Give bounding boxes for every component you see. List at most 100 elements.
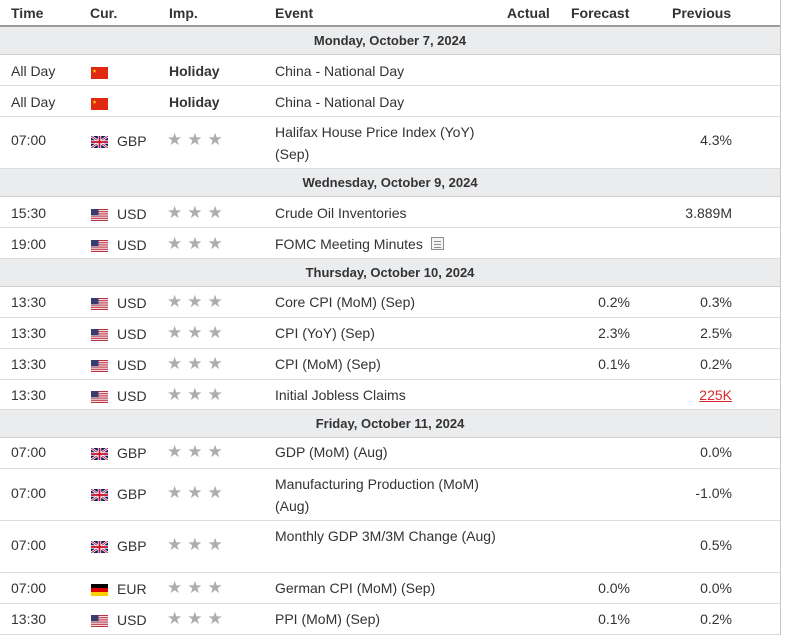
event-row[interactable]: 13:30 USD ★ ★ ★ CPI (YoY) (Sep) 2.3% 2.5% [0, 318, 780, 349]
event-name-text[interactable]: Manufacturing Production (MoM) (Aug) [275, 476, 479, 514]
star-icon: ★ [207, 385, 223, 404]
event-currency: GBP [117, 133, 147, 149]
event-name-text[interactable]: CPI (YoY) (Sep) [275, 325, 375, 341]
importance-stars: ★ ★ ★ [167, 203, 228, 223]
event-time: All Day [11, 94, 56, 110]
importance-stars: ★ ★ ★ [167, 323, 228, 343]
event-row[interactable]: 07:00 GBP ★ ★ ★ GDP (MoM) (Aug) 0.0% [0, 438, 780, 469]
event-row[interactable]: 15:30 USD ★ ★ ★ Crude Oil Inventories 3.889M [0, 197, 780, 228]
event-name[interactable]: CPI (YoY) (Sep) [275, 322, 500, 344]
event-time: 07:00 [11, 537, 47, 553]
event-name[interactable]: PPI (MoM) (Sep) [275, 608, 500, 630]
importance-stars: ★ ★ ★ [167, 354, 228, 374]
us-flag [91, 390, 108, 403]
event-name-text[interactable]: China - National Day [275, 94, 405, 110]
star-icon: ★ [167, 234, 183, 253]
event-name-text[interactable]: PPI (MoM) (Sep) [275, 611, 381, 627]
event-row[interactable]: 19:00 USD ★ ★ ★ FOMC Meeting Minutes [0, 228, 780, 259]
event-name-text[interactable]: China - National Day [275, 63, 405, 79]
event-name-text[interactable]: Initial Jobless Claims [275, 387, 406, 403]
col-previous: Previous [672, 5, 732, 21]
star-icon: ★ [187, 234, 203, 253]
event-name-text[interactable]: German CPI (MoM) (Sep) [275, 580, 436, 596]
event-row[interactable]: 13:30 USD ★ ★ ★ CPI (MoM) (Sep) 0.1% 0.2% [0, 349, 780, 380]
event-row[interactable]: 07:00 EUR ★ ★ ★ German CPI (MoM) (Sep) 0.0% 0.0… [0, 573, 780, 604]
event-name-text[interactable]: GDP (MoM) (Aug) [275, 444, 388, 460]
event-row[interactable]: 13:30 USD ★ ★ ★ PPI (MoM) (Sep) 0.1% 0.2% [0, 604, 780, 635]
event-row[interactable]: 13:30 USD ★ ★ ★ Core CPI (MoM) (Sep) 0.2% 0.3% [0, 287, 780, 318]
event-name[interactable]: Manufacturing Production (MoM) (Aug) [275, 473, 500, 517]
star-icon: ★ [187, 483, 203, 502]
event-time: All Day [11, 63, 56, 79]
col-currency: Cur. [90, 5, 118, 21]
star-icon: ★ [207, 483, 223, 502]
importance-stars: ★ ★ ★ [167, 385, 228, 405]
event-name-text[interactable]: Monthly GDP 3M/3M Change (Aug) [275, 528, 496, 544]
event-name[interactable]: Initial Jobless Claims [275, 384, 500, 406]
day-header: Friday, October 11, 2024 [0, 410, 780, 438]
star-icon: ★ [167, 483, 183, 502]
star-icon: ★ [187, 609, 203, 628]
event-name-text[interactable]: Crude Oil Inventories [275, 205, 407, 221]
us-flag [91, 297, 108, 310]
event-row[interactable]: All Day Holiday China - National Day [0, 86, 780, 117]
star-icon: ★ [207, 578, 223, 597]
event-name[interactable]: China - National Day [275, 60, 500, 82]
event-name-text[interactable]: Core CPI (MoM) (Sep) [275, 294, 416, 310]
star-icon: ★ [167, 130, 183, 149]
event-name[interactable]: CPI (MoM) (Sep) [275, 353, 500, 375]
star-icon: ★ [167, 442, 183, 461]
event-name-text[interactable]: CPI (MoM) (Sep) [275, 356, 381, 372]
event-row[interactable]: 07:00 GBP ★ ★ ★ Manufacturing Production (MoM… [0, 469, 780, 521]
event-name-text[interactable]: FOMC Meeting Minutes [275, 236, 423, 252]
event-row[interactable]: 07:00 GBP ★ ★ ★ Halifax House Price Index (Yo… [0, 117, 780, 169]
event-previous: 4.3% [700, 132, 732, 148]
event-currency: USD [117, 357, 147, 373]
importance-stars: ★ ★ ★ [167, 578, 228, 598]
event-name[interactable]: Crude Oil Inventories [275, 202, 500, 224]
importance-stars: ★ ★ ★ [167, 535, 228, 555]
day-header: Thursday, October 10, 2024 [0, 259, 780, 287]
event-time: 13:30 [11, 356, 47, 372]
event-row[interactable]: 07:00 GBP ★ ★ ★ Monthly GDP 3M/3M Change (Aug… [0, 521, 780, 573]
gb-flag [90, 135, 109, 149]
cn-flag [91, 97, 108, 110]
event-currency: GBP [117, 445, 147, 461]
event-name[interactable]: Monthly GDP 3M/3M Change (Aug) [275, 525, 500, 547]
event-forecast: 0.0% [598, 580, 630, 596]
star-icon: ★ [167, 323, 183, 342]
table-header: Time Cur. Imp. Event Actual Forecast Pre… [0, 0, 780, 27]
event-time: 13:30 [11, 294, 47, 310]
event-name[interactable]: German CPI (MoM) (Sep) [275, 577, 500, 599]
event-currency: GBP [117, 486, 147, 502]
event-row[interactable]: All Day Holiday China - National Day [0, 55, 780, 86]
day-date: Wednesday, October 9, 2024 [302, 175, 478, 190]
event-forecast: 2.3% [598, 325, 630, 341]
col-forecast: Forecast [571, 5, 630, 21]
event-name[interactable]: China - National Day [275, 91, 500, 113]
us-flag [91, 239, 108, 252]
event-time: 13:30 [11, 325, 47, 341]
event-previous[interactable]: 225K [699, 387, 732, 403]
event-currency: EUR [117, 581, 147, 597]
event-name[interactable]: FOMC Meeting Minutes [275, 233, 500, 255]
event-row[interactable]: 13:30 USD ★ ★ ★ Initial Jobless Claims 225K [0, 380, 780, 410]
holiday-label: Holiday [169, 94, 220, 110]
star-icon: ★ [207, 609, 223, 628]
star-icon: ★ [167, 354, 183, 373]
star-icon: ★ [187, 354, 203, 373]
event-name[interactable]: Core CPI (MoM) (Sep) [275, 291, 500, 313]
col-actual: Actual [507, 5, 550, 21]
document-icon[interactable] [430, 237, 444, 250]
event-previous: 0.0% [700, 580, 732, 596]
event-previous: 0.5% [700, 537, 732, 553]
star-icon: ★ [187, 535, 203, 554]
star-icon: ★ [167, 535, 183, 554]
event-name[interactable]: Halifax House Price Index (YoY) (Sep) [275, 121, 500, 165]
event-name-text[interactable]: Halifax House Price Index (YoY) (Sep) [275, 124, 475, 162]
importance-stars: ★ ★ ★ [167, 234, 228, 254]
col-event: Event [275, 5, 314, 21]
star-icon: ★ [187, 578, 203, 597]
event-name[interactable]: GDP (MoM) (Aug) [275, 441, 500, 463]
de-flag [91, 583, 108, 596]
